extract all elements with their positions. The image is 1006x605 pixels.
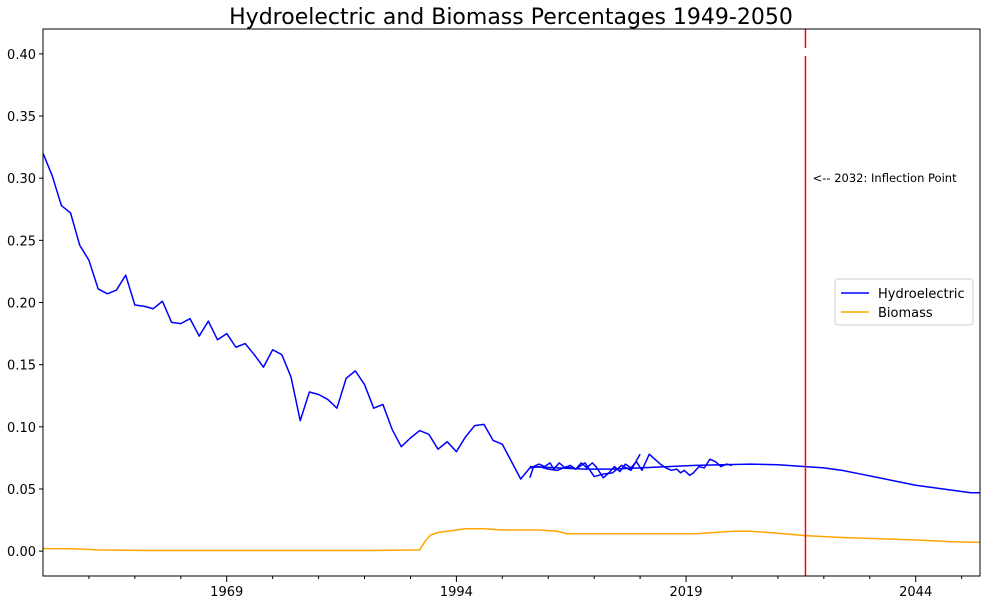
- inflection-annotation: <-- 2032: Inflection Point: [813, 171, 957, 185]
- y-tick-label: 0.30: [7, 172, 36, 187]
- legend-label-hydroelectric: Hydroelectric: [878, 287, 965, 302]
- vertical-line-gap: [804, 48, 807, 56]
- x-tick-label: 1969: [210, 585, 243, 600]
- y-tick-label: 0.05: [7, 483, 36, 498]
- y-tick-label: 0.00: [7, 545, 36, 560]
- y-tick-label: 0.20: [7, 297, 36, 312]
- x-tick-label: 2019: [669, 585, 702, 600]
- y-tick-label: 0.25: [7, 234, 36, 249]
- legend: Hydroelectric Biomass: [834, 278, 974, 326]
- y-tick-label: 0.40: [7, 48, 36, 63]
- y-tick-label: 0.15: [7, 359, 36, 374]
- chart-title: Hydroelectric and Biomass Percentages 19…: [229, 5, 793, 30]
- series-line-biomass: [43, 528, 980, 552]
- x-tick-label: 1994: [440, 585, 473, 600]
- y-tick-label: 0.35: [7, 110, 36, 125]
- plot-area: 0.00 0.05 0.10 0.15 0.20 0.25 0.30 0.35 0.40 1969…: [7, 28, 981, 600]
- legend-label-biomass: Biomass: [878, 306, 933, 321]
- y-tick-label: 0.10: [7, 421, 36, 436]
- x-tick-label: 2044: [899, 585, 932, 600]
- legend-box: [834, 278, 974, 326]
